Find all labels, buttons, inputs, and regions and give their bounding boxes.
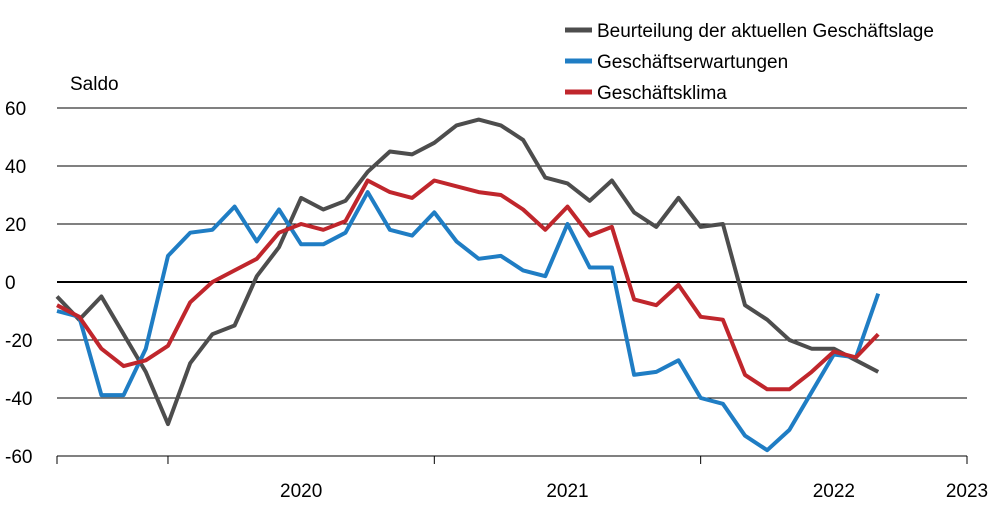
x-tick-label: 2021 [546, 481, 588, 502]
x-axis: 2020 2021 2022 2023 [56, 456, 988, 502]
y-tick-label: 60 [5, 99, 26, 120]
series-line [55, 117, 880, 427]
series-lines [55, 117, 881, 453]
y-axis-label: Saldo [70, 74, 119, 95]
legend-label: Beurteilung der aktuellen Geschäftslage [597, 21, 934, 42]
x-tick-label: 2023 [946, 481, 988, 502]
grid-lines [57, 107, 967, 457]
x-tick-label: 2022 [813, 481, 855, 502]
y-tick-label: 0 [5, 273, 16, 294]
y-tick-label: -60 [5, 447, 32, 468]
legend: Beurteilung der aktuellen Geschäftslage G… [565, 21, 934, 104]
y-tick-label: -20 [5, 331, 32, 352]
legend-label: Geschäftsklima [597, 83, 727, 104]
series-line [56, 190, 881, 453]
y-tick-labels: 60 40 20 0 -20 -40 -60 [5, 99, 32, 468]
legend-label: Geschäftserwartungen [597, 52, 788, 73]
series-line [56, 178, 880, 392]
y-tick-label: -40 [5, 389, 32, 410]
x-tick-label: 2020 [280, 481, 322, 502]
y-tick-label: 20 [5, 215, 26, 236]
y-tick-label: 40 [5, 157, 26, 178]
